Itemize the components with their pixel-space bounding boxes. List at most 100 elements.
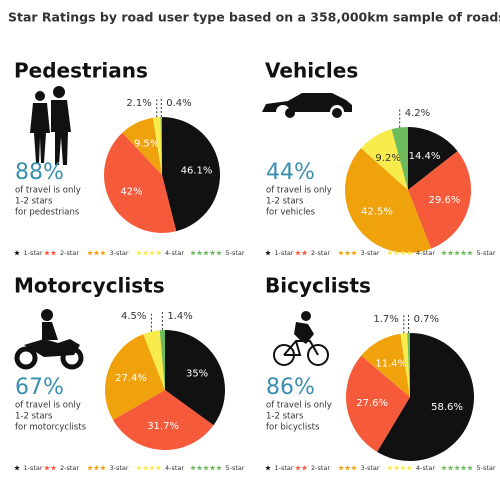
legend-star [467,250,473,256]
legend-star [14,465,20,471]
legend-star [441,465,447,471]
legend-star [338,465,344,471]
vehicle-icon [262,93,352,118]
legend-label: 2-star [60,464,79,472]
legend-star [209,465,216,471]
legend-star [406,465,413,471]
pie-slice [344,148,432,254]
legend-star [100,250,106,256]
slice-label: 1.7% [373,314,398,325]
legend-star [87,465,93,471]
pie-slice [377,333,474,461]
legend-star [93,250,100,256]
chart-title: Vehicles [265,59,358,83]
legend-star [14,250,20,256]
callout-text: of travel is only [266,186,332,196]
legend-star [454,465,460,471]
chart-title: Motorcyclists [14,274,165,298]
legend-star [203,465,209,471]
legend-star [44,250,50,256]
legend-star [387,250,393,256]
slice-label: 0.7% [414,314,439,325]
slice-label: 11.4% [375,358,407,369]
chart-title: Bicyclists [265,274,371,298]
legend-star [190,465,196,471]
legend-star [50,250,57,256]
callout: 44% [266,160,315,185]
legend-star [393,465,400,471]
slice-label: 42% [120,187,142,198]
slice-label: 31.7% [147,421,179,432]
legend-star [393,250,400,256]
pie-slice [408,127,458,190]
legend-star [301,250,308,256]
chart-title: Pedestrians [14,59,148,83]
callout-text: 1-2 stars [266,197,304,207]
slice-label: 9.2% [375,153,400,164]
legend-star [100,465,106,471]
legend-star [203,250,209,256]
pedestrian-icon [30,86,71,165]
legend-star [265,465,271,471]
legend-star [136,465,142,471]
slice-label: 2.1% [126,98,151,109]
callout: 86% [266,375,315,400]
legend-label: 4-star [416,249,435,257]
legend-star [50,465,57,471]
callout-text: for bicyclists [266,423,320,433]
legend-star [87,250,93,256]
slice-label: 9.5% [134,139,159,150]
legend-star [387,465,393,471]
legend-star [460,250,467,256]
pie-slice [104,132,177,234]
legend-star [447,465,454,471]
slice-label: 1.4% [167,311,192,322]
pie-slice [105,334,165,420]
legend-star [209,250,216,256]
legend-star [142,250,149,256]
legend-star [400,250,406,256]
legend-star [460,465,467,471]
slice-label: 0.4% [166,98,191,109]
slice-label: 29.6% [429,195,461,206]
slice-label: 46.1% [181,166,213,177]
legend-label: 1-star [24,464,43,472]
pie-slice [361,333,410,397]
legend-star [351,465,357,471]
legend-star [142,465,149,471]
pie-slice [112,390,214,451]
legend-label: 2-star [311,464,330,472]
callout-text: for motorcyclists [15,423,87,433]
pie-slice [400,333,410,397]
page-title: Star Ratings by road user type based on … [8,10,500,25]
legend-label: 3-star [361,249,380,257]
callout-text: for pedestrians [15,208,80,218]
bicycle-icon [273,311,329,366]
legend-star [295,465,301,471]
legend-star [149,465,155,471]
legend-star [301,465,308,471]
callout-text: 1-2 stars [15,197,53,207]
slice-label: 4.2% [405,108,430,119]
callout: 88% [15,160,64,185]
pie-slice [165,330,226,426]
legend-label: 3-star [110,464,129,472]
pie-slice [408,151,472,249]
legend-label: 2-star [60,249,79,257]
legend-star [406,250,413,256]
legend-label: 1-star [24,249,43,257]
legend-star [441,250,447,256]
legend-star [93,465,100,471]
legend-star [351,250,357,256]
legend-star [467,465,473,471]
callout-text: of travel is only [266,401,332,411]
legend-star [155,465,162,471]
legend-label: 5-star [477,249,496,257]
legend-star [344,465,351,471]
pie-slice [122,117,162,175]
slice-label: 27.6% [356,398,388,409]
callout: 67% [15,375,64,400]
legend-label: 5-star [477,464,496,472]
legend-label: 3-star [110,249,129,257]
